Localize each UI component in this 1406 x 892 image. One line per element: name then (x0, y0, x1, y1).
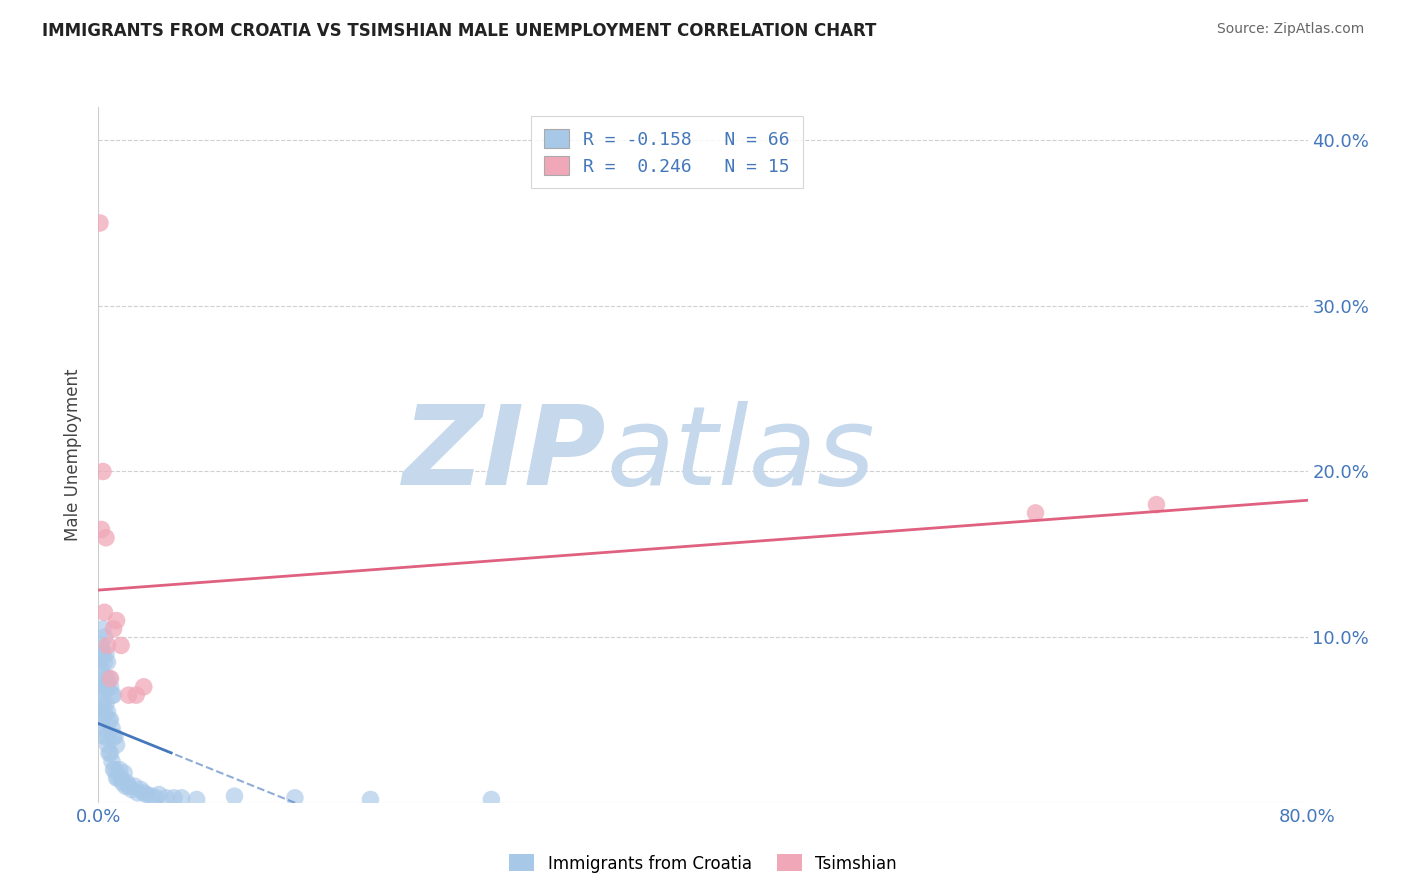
Point (89, 655, 111, 669)
Point (103, 622, 125, 636)
Legend: Immigrants from Croatia, Tsimshian: Immigrants from Croatia, Tsimshian (503, 847, 903, 880)
Point (141, 789, 163, 804)
Point (108, 763, 131, 777)
Point (114, 779, 136, 793)
Point (148, 788, 170, 802)
Point (111, 776, 134, 790)
Point (91, 465, 114, 479)
Point (94, 672, 117, 686)
Point (96, 705, 118, 719)
Point (89, 680, 111, 694)
Point (93, 705, 115, 719)
Point (93, 730, 115, 744)
Point (98, 713, 121, 727)
Point (118, 779, 141, 793)
Point (91, 721, 114, 735)
Point (89, 216, 111, 230)
Point (132, 786, 155, 800)
Point (93, 680, 115, 694)
Point (103, 730, 125, 744)
Point (163, 790, 186, 805)
Point (105, 771, 128, 785)
Point (1024, 506, 1046, 520)
Text: atlas: atlas (606, 401, 875, 508)
Point (224, 789, 246, 804)
Point (100, 680, 122, 694)
Point (360, 792, 382, 806)
Point (89, 705, 111, 719)
Point (96, 738, 118, 752)
Point (96, 639, 118, 653)
Point (98, 672, 121, 686)
Point (100, 713, 122, 727)
Point (93, 605, 115, 619)
Point (129, 782, 152, 797)
Point (118, 688, 141, 702)
Point (94, 697, 117, 711)
Point (103, 688, 125, 702)
Point (104, 730, 127, 744)
Point (101, 721, 124, 735)
Point (90, 523, 112, 537)
Point (112, 766, 135, 780)
Point (170, 790, 193, 805)
Point (96, 680, 118, 694)
Point (105, 614, 128, 628)
Text: IMMIGRANTS FROM CROATIA VS TSIMSHIAN MALE UNEMPLOYMENT CORRELATION CHART: IMMIGRANTS FROM CROATIA VS TSIMSHIAN MAL… (42, 22, 876, 40)
Y-axis label: Male Unemployment: Male Unemployment (65, 368, 83, 541)
Point (91, 622, 114, 636)
Point (91, 647, 114, 661)
Point (96, 655, 118, 669)
Point (284, 790, 307, 805)
Point (481, 792, 503, 806)
Point (125, 688, 148, 702)
Point (105, 738, 128, 752)
Point (94, 531, 117, 545)
Point (101, 755, 124, 769)
Point (1144, 498, 1167, 512)
Text: Source: ZipAtlas.com: Source: ZipAtlas.com (1216, 22, 1364, 37)
Point (94, 730, 117, 744)
Point (94, 647, 117, 661)
Point (155, 790, 177, 805)
Point (127, 786, 149, 800)
Point (145, 790, 167, 805)
Point (132, 680, 155, 694)
Point (186, 792, 208, 806)
Point (110, 771, 132, 785)
Legend: R = -0.158   N = 66, R =  0.246   N = 15: R = -0.158 N = 66, R = 0.246 N = 15 (531, 116, 803, 188)
Point (90, 688, 112, 702)
Point (121, 782, 143, 797)
Point (98, 746, 121, 760)
Point (101, 688, 124, 702)
Point (93, 630, 115, 644)
Point (103, 763, 125, 777)
Point (93, 655, 115, 669)
Point (90, 713, 112, 727)
Point (115, 776, 138, 790)
Point (90, 639, 112, 653)
Text: ZIP: ZIP (402, 401, 606, 508)
Point (110, 639, 132, 653)
Point (104, 763, 127, 777)
Point (135, 788, 157, 802)
Point (107, 771, 129, 785)
Point (100, 672, 122, 686)
Point (100, 746, 122, 760)
Point (90, 663, 112, 677)
Point (91, 672, 114, 686)
Point (124, 779, 146, 793)
Point (91, 697, 114, 711)
